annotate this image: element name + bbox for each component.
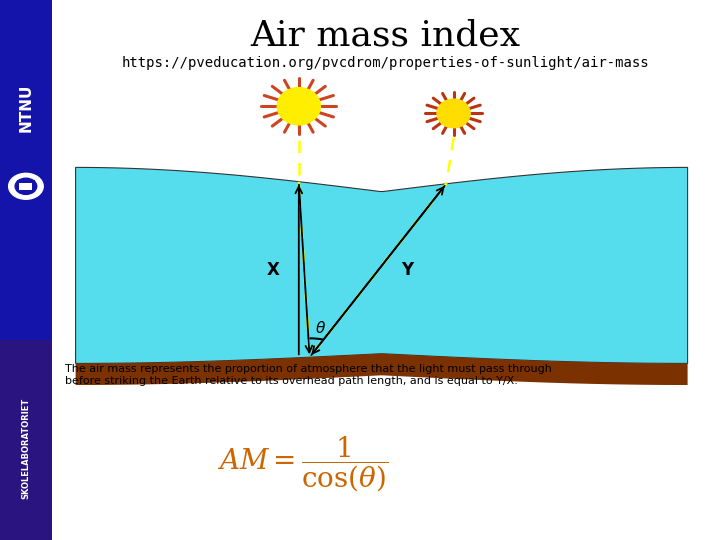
Text: https://pveducation.org/pvcdrom/properties-of-sunlight/air-mass: https://pveducation.org/pvcdrom/properti… [122,56,649,70]
Bar [0,340,52,540]
Polygon shape [76,167,688,363]
Text: SKOLELABORATORIET: SKOLELABORATORIET [22,397,30,499]
Ellipse shape [277,87,320,125]
Text: The air mass represents the proportion of atmosphere that the light must pass th: The air mass represents the proportion o… [65,364,552,386]
Bar [0,0,52,540]
Circle shape [15,178,37,194]
Text: Air mass index: Air mass index [250,19,521,53]
Text: $AM = \dfrac{1}{\cos(\theta)}$: $AM = \dfrac{1}{\cos(\theta)}$ [217,435,388,494]
Bar [19,183,32,190]
Text: NTNU: NTNU [19,84,33,132]
Text: X: X [267,260,280,279]
Text: Y: Y [401,261,413,279]
Ellipse shape [437,99,470,127]
Bar [17,180,35,192]
Polygon shape [76,354,688,385]
Circle shape [9,173,43,199]
Text: $\theta$: $\theta$ [315,320,326,335]
